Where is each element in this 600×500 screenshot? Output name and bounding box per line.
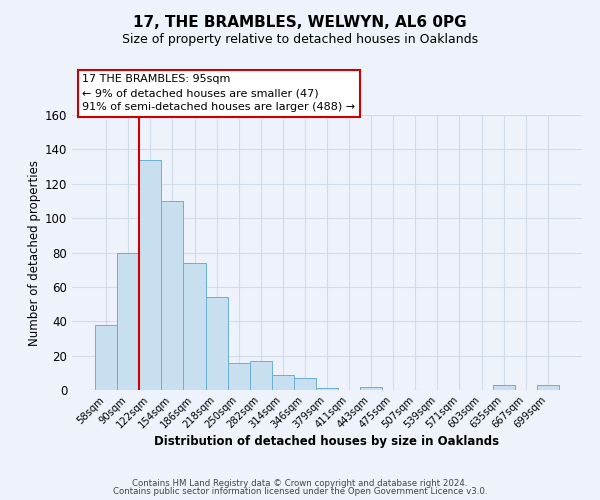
Bar	[493, 385, 515, 390]
Bar	[360, 386, 382, 390]
Bar	[294, 378, 316, 390]
Text: Size of property relative to detached houses in Oaklands: Size of property relative to detached ho…	[122, 32, 478, 46]
Bar	[250, 361, 272, 390]
Text: Contains HM Land Registry data © Crown copyright and database right 2024.: Contains HM Land Registry data © Crown c…	[132, 478, 468, 488]
Bar	[272, 374, 294, 390]
Bar	[95, 324, 117, 390]
Bar	[161, 201, 184, 390]
Bar	[206, 297, 227, 390]
Text: 17 THE BRAMBLES: 95sqm
← 9% of detached houses are smaller (47)
91% of semi-deta: 17 THE BRAMBLES: 95sqm ← 9% of detached …	[82, 74, 355, 112]
Y-axis label: Number of detached properties: Number of detached properties	[28, 160, 41, 346]
Bar	[139, 160, 161, 390]
Bar	[117, 252, 139, 390]
Text: 17, THE BRAMBLES, WELWYN, AL6 0PG: 17, THE BRAMBLES, WELWYN, AL6 0PG	[133, 15, 467, 30]
Bar	[227, 362, 250, 390]
Text: Contains public sector information licensed under the Open Government Licence v3: Contains public sector information licen…	[113, 487, 487, 496]
Bar	[537, 385, 559, 390]
Bar	[316, 388, 338, 390]
Bar	[184, 263, 206, 390]
X-axis label: Distribution of detached houses by size in Oaklands: Distribution of detached houses by size …	[154, 434, 500, 448]
